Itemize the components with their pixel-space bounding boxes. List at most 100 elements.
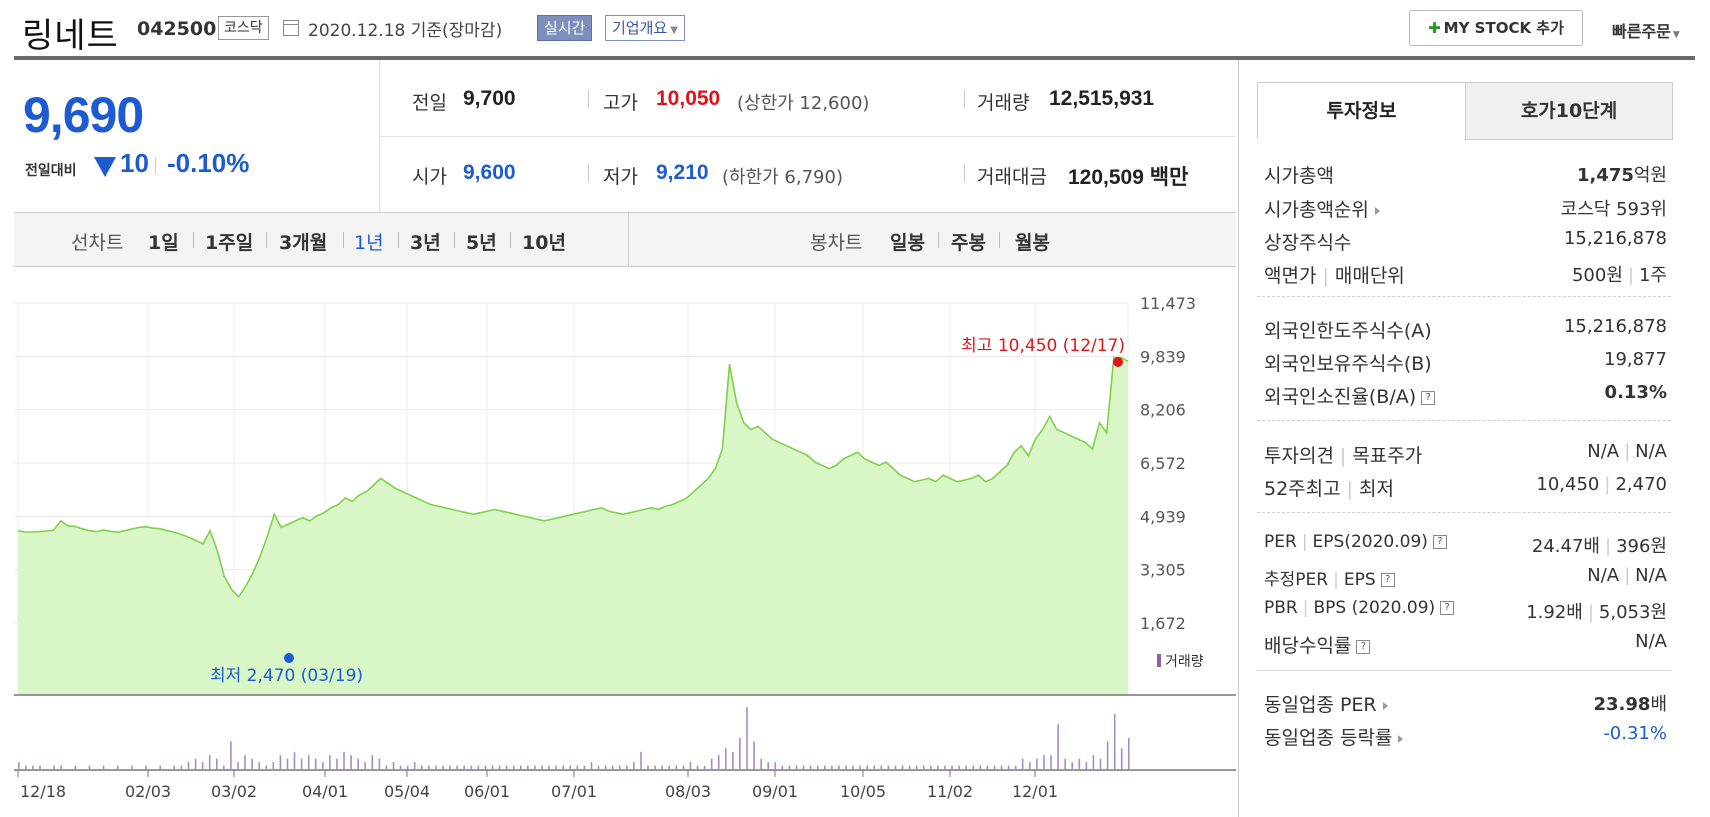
help-icon[interactable]: ? xyxy=(1421,390,1436,405)
period-separator xyxy=(343,232,344,248)
x-tick-label: 03/02 xyxy=(211,782,257,801)
volume-bar xyxy=(626,765,628,769)
period-1d[interactable]: 1일 xyxy=(148,232,179,254)
candle-monthly[interactable]: 월봉 xyxy=(1015,232,1050,254)
period-1w[interactable]: 1주일 xyxy=(205,232,254,254)
volume-bar xyxy=(795,765,798,769)
company-name: 링네트 xyxy=(22,16,119,56)
open-label: 시가 xyxy=(412,166,447,188)
realtime-button[interactable]: 실시간 xyxy=(537,15,593,41)
listed-shares-label: 상장주식수 xyxy=(1264,232,1352,254)
change-percent: -0.10% xyxy=(167,148,250,178)
face-value-b: 1주 xyxy=(1638,265,1667,286)
plus-icon: ✚ xyxy=(1428,19,1441,37)
est-per-label-b: EPS xyxy=(1343,570,1376,590)
sector-per-value: 23.98배 xyxy=(1594,690,1668,716)
face-value-values: 500원 | 1주 xyxy=(1572,261,1667,287)
section-divider xyxy=(1257,420,1671,421)
est-per-label: 추정PER | EPS? xyxy=(1264,565,1395,590)
volume-bar xyxy=(272,762,275,769)
volume-bar xyxy=(491,765,494,769)
volume-bar xyxy=(901,765,904,769)
volume-bar xyxy=(173,765,176,769)
volume-bar xyxy=(102,765,105,769)
volume-bar xyxy=(1106,741,1109,769)
volume-bar xyxy=(732,751,734,769)
quick-order-dropdown[interactable]: 빠른주문 ▼ xyxy=(1612,18,1680,42)
foreign-hold-value: 19,877 xyxy=(1604,349,1667,370)
volume-bar xyxy=(590,762,593,769)
volume-bar xyxy=(816,765,819,769)
sector-change-link[interactable]: 동일업종 등락률 xyxy=(1264,723,1404,750)
price-area-fill xyxy=(18,357,1128,695)
help-icon[interactable]: ? xyxy=(1440,601,1455,615)
volume-bar xyxy=(717,755,720,769)
volume-bar xyxy=(1085,762,1088,769)
candle-weekly[interactable]: 주봉 xyxy=(951,232,986,254)
sector-per-link[interactable]: 동일업종 PER xyxy=(1264,690,1388,717)
header-divider xyxy=(14,56,1695,60)
cap-rank-label: 시가총액순위 xyxy=(1264,199,1369,221)
help-icon[interactable]: ? xyxy=(1380,573,1395,587)
volume-bar xyxy=(1128,738,1130,769)
candle-daily[interactable]: 일봉 xyxy=(890,232,925,254)
tab-investment-info[interactable]: 투자정보 xyxy=(1257,82,1466,139)
help-icon[interactable]: ? xyxy=(1356,639,1371,654)
x-tick-label: 10/05 xyxy=(840,782,886,801)
volume-bar xyxy=(1064,758,1066,769)
volume-bar xyxy=(1050,755,1052,769)
x-tick-label: 09/01 xyxy=(752,782,798,801)
foreign-limit-label: 외국인한도주식수(A) xyxy=(1264,320,1432,342)
volume-bar xyxy=(562,765,564,769)
y-axis-labels: 11,473 9,839 8,206 6,572 4,939 3,305 1,672 xyxy=(1140,294,1196,633)
section-divider xyxy=(1257,512,1671,513)
tab-order-book[interactable]: 호가10단계 xyxy=(1465,82,1673,140)
volume-bar xyxy=(187,762,190,769)
current-price: 9,690 xyxy=(23,87,144,143)
volume-bar xyxy=(1021,758,1024,769)
sector-per-number: 23.98 xyxy=(1593,694,1651,715)
period-separator xyxy=(454,232,455,248)
volume-bars xyxy=(18,707,1130,769)
volume-bar xyxy=(421,765,423,769)
foreign-ratio-value: 0.13% xyxy=(1605,382,1667,403)
volume-bar xyxy=(710,758,713,769)
price-chart[interactable]: 11,473 9,839 8,206 6,572 4,939 3,305 1,672 12/… xyxy=(0,270,1236,817)
period-1y[interactable]: 1년 xyxy=(354,232,384,254)
volume-bar xyxy=(18,762,20,769)
period-5y[interactable]: 5년 xyxy=(466,232,497,254)
period-10y[interactable]: 10년 xyxy=(522,232,566,254)
face-value-label-a: 액면가 xyxy=(1264,265,1317,287)
volume-bar xyxy=(442,765,444,769)
separator: | xyxy=(1339,445,1347,467)
eps-value: 396원 xyxy=(1616,536,1667,557)
volume-bar xyxy=(1078,758,1081,769)
volume-bar xyxy=(1057,724,1059,769)
volume-bar xyxy=(484,765,487,769)
opinion-value-a: N/A xyxy=(1587,441,1620,462)
volume-bar xyxy=(689,762,692,769)
stat-separator xyxy=(964,90,965,108)
volume-bar xyxy=(244,755,246,769)
company-overview-dropdown[interactable]: 기업개요 ▼ xyxy=(605,15,685,41)
volume-bar xyxy=(894,765,897,769)
cap-rank-link[interactable]: 시가총액순위 xyxy=(1264,195,1380,222)
volume-bar xyxy=(746,707,748,769)
volume-bar xyxy=(145,765,147,769)
x-tick-label: 02/03 xyxy=(125,782,171,801)
est-per-values: N/A | N/A xyxy=(1587,565,1667,586)
period-3y[interactable]: 3년 xyxy=(410,232,441,254)
volume-bar xyxy=(117,765,119,769)
help-icon[interactable]: ? xyxy=(1432,535,1447,549)
max-point-marker xyxy=(1113,357,1123,367)
add-my-stock-button[interactable]: ✚ MY STOCK 추가 xyxy=(1409,10,1583,46)
pbr-value: 1.92배 xyxy=(1526,602,1583,623)
volume-bar xyxy=(322,762,324,769)
separator: | xyxy=(1627,265,1634,286)
volume-bar xyxy=(413,762,416,769)
volume-bar xyxy=(597,765,600,769)
lower-limit: (하한가 6,790) xyxy=(722,167,843,188)
volume-bar xyxy=(60,765,62,769)
market-cap-label: 시가총액 xyxy=(1264,165,1334,187)
period-3m[interactable]: 3개월 xyxy=(279,232,328,254)
